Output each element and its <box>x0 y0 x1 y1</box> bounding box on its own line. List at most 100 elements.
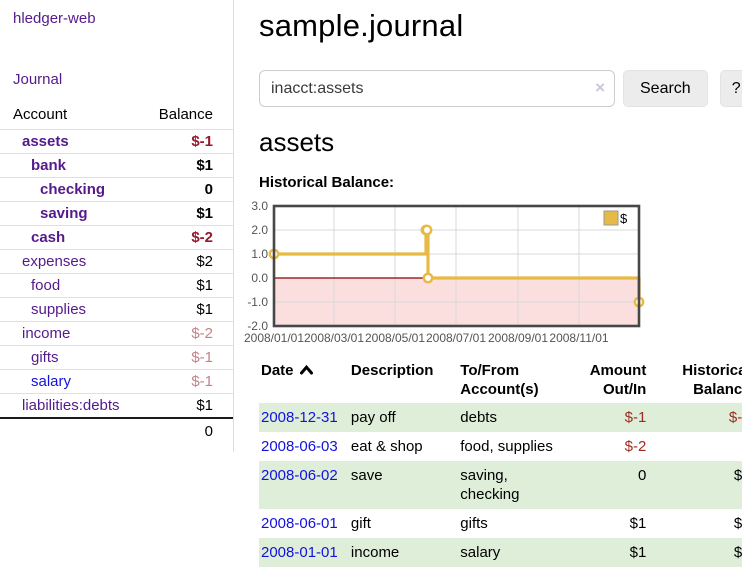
account-balance: $1 <box>196 277 213 294</box>
register-table: Date Description To/From Account(s) Amou… <box>259 357 742 567</box>
search-button[interactable]: Search <box>623 70 708 107</box>
search-input-wrap: × <box>259 70 615 107</box>
main-content: sample.journal × Search ? assets Histori… <box>234 0 742 567</box>
sidebar-account-link[interactable]: checking <box>40 181 106 198</box>
register-header-amount: Amount Out/In <box>589 362 647 398</box>
x-axis-tick-label: 2008/05/01 <box>365 331 425 345</box>
sidebar-account-link[interactable]: gifts <box>31 349 59 366</box>
transaction-row: 2008-12-31 pay off debts $-1 $-1 <box>259 403 742 432</box>
sidebar-account-link[interactable]: bank <box>31 157 67 174</box>
y-axis-tick-label: 2.0 <box>251 223 268 237</box>
chart-border <box>272 204 641 328</box>
transaction-date-link[interactable]: 2008-01-01 <box>261 544 338 561</box>
account-row: expenses $2 <box>0 249 233 274</box>
help-button[interactable]: ? <box>719 70 742 107</box>
sidebar-account-link[interactable]: liabilities:debts <box>22 397 120 414</box>
sidebar-account-link[interactable]: saving <box>40 205 88 222</box>
x-axis-tick-label: 2008/09/01 <box>488 331 548 345</box>
account-balance: $-2 <box>191 229 213 246</box>
account-row: salary $-1 <box>0 369 233 394</box>
register-header-row: Date Description To/From Account(s) Amou… <box>259 357 742 403</box>
account-row: assets $-1 <box>0 129 233 154</box>
sidebar-account-link[interactable]: salary <box>31 373 72 390</box>
accounts-total-spacer <box>0 418 135 444</box>
accounts-total-row: 0 <box>0 418 233 444</box>
transaction-date-link[interactable]: 2008-06-02 <box>261 467 338 484</box>
transaction-accounts: food, supplies <box>460 438 553 455</box>
account-balance: $-2 <box>191 325 213 342</box>
account-cell: salary <box>0 370 135 394</box>
transaction-description: income <box>350 544 400 561</box>
sidebar-account-link[interactable]: supplies <box>31 301 87 318</box>
register-header-date[interactable]: Date <box>259 357 349 403</box>
transaction-date-cell: 2008-06-03 <box>259 432 349 461</box>
account-balance: $-1 <box>191 133 213 150</box>
y-axis-tick-label: 1.0 <box>251 247 268 261</box>
transaction-accounts: debts <box>460 409 497 426</box>
register-header-balance: Historical Balance <box>682 362 742 398</box>
sidebar-account-link[interactable]: cash <box>31 229 66 246</box>
account-row: checking 0 <box>0 177 233 202</box>
account-balance: $1 <box>196 301 213 318</box>
transaction-description: gift <box>350 515 371 532</box>
transaction-balance: $2 <box>733 467 742 484</box>
account-row: liabilities:debts $1 <box>0 393 233 419</box>
x-axis-tick-label: 2008/11/01 <box>549 331 608 345</box>
app-layout: hledger-web Journal Account Balance asse… <box>0 0 742 567</box>
sidebar-account-link[interactable]: income <box>22 325 71 342</box>
transaction-row: 2008-06-01 gift gifts $1 $2 <box>259 509 742 538</box>
account-balance: $2 <box>196 253 213 270</box>
chart-title: Historical Balance: <box>259 174 395 191</box>
clear-search-icon[interactable]: × <box>595 78 605 97</box>
account-balance: $-1 <box>191 349 213 366</box>
account-row: income $-2 <box>0 321 233 346</box>
y-axis-tick-label: -2.0 <box>247 319 268 333</box>
search-input[interactable] <box>259 70 615 107</box>
sidebar-item-journal[interactable]: Journal <box>13 71 63 88</box>
sidebar-account-link[interactable]: assets <box>22 133 69 150</box>
account-cell: supplies <box>0 298 135 322</box>
transaction-accounts: gifts <box>460 515 488 532</box>
x-axis-tick-label: 2008/01/01 <box>244 331 304 345</box>
transaction-balance: $1 <box>733 544 742 561</box>
account-row: cash $-2 <box>0 225 233 250</box>
account-cell: saving <box>0 202 135 226</box>
search-bar: × Search ? <box>259 70 742 107</box>
y-axis-tick-label: -1.0 <box>247 295 268 309</box>
account-cell: checking <box>0 178 135 202</box>
transaction-date-cell: 2008-12-31 <box>259 403 349 432</box>
accounts-header-account: Account <box>13 106 68 123</box>
account-cell: food <box>0 274 135 298</box>
account-row: saving $1 <box>0 201 233 226</box>
x-axis-tick-label: 2008/03/01 <box>304 331 364 345</box>
sidebar-account-link[interactable]: food <box>31 277 61 294</box>
transaction-accounts: saving, checking <box>460 467 520 503</box>
account-heading: assets <box>259 127 335 157</box>
account-balance: 0 <box>204 181 213 198</box>
transaction-description: save <box>350 467 383 484</box>
account-balance: $1 <box>196 157 213 174</box>
account-balance: $1 <box>196 397 213 414</box>
y-axis-tick-label: 0.0 <box>251 271 268 285</box>
sidebar-account-link[interactable]: expenses <box>22 253 87 270</box>
accounts-total-value: 0 <box>204 423 213 440</box>
x-axis-tick-label: 2008/07/01 <box>426 331 486 345</box>
transaction-amount: $1 <box>629 515 647 532</box>
account-cell: bank <box>0 154 135 178</box>
transaction-accounts: salary <box>460 544 501 561</box>
register-header-description: Description <box>350 362 434 379</box>
transaction-date-cell: 2008-06-02 <box>259 461 349 509</box>
data-point-marker <box>422 272 434 284</box>
transaction-date-link[interactable]: 2008-12-31 <box>261 409 338 426</box>
account-row: bank $1 <box>0 153 233 178</box>
transaction-date-link[interactable]: 2008-06-01 <box>261 515 338 532</box>
transaction-amount: $-2 <box>624 438 647 455</box>
account-cell: expenses <box>0 250 135 274</box>
app-title-link[interactable]: hledger-web <box>13 10 96 27</box>
data-point-marker <box>421 224 433 236</box>
account-cell: assets <box>0 130 135 154</box>
transaction-date-link[interactable]: 2008-06-03 <box>261 438 338 455</box>
legend-label: $ <box>620 211 628 226</box>
register-header-date-label: Date <box>261 362 294 379</box>
